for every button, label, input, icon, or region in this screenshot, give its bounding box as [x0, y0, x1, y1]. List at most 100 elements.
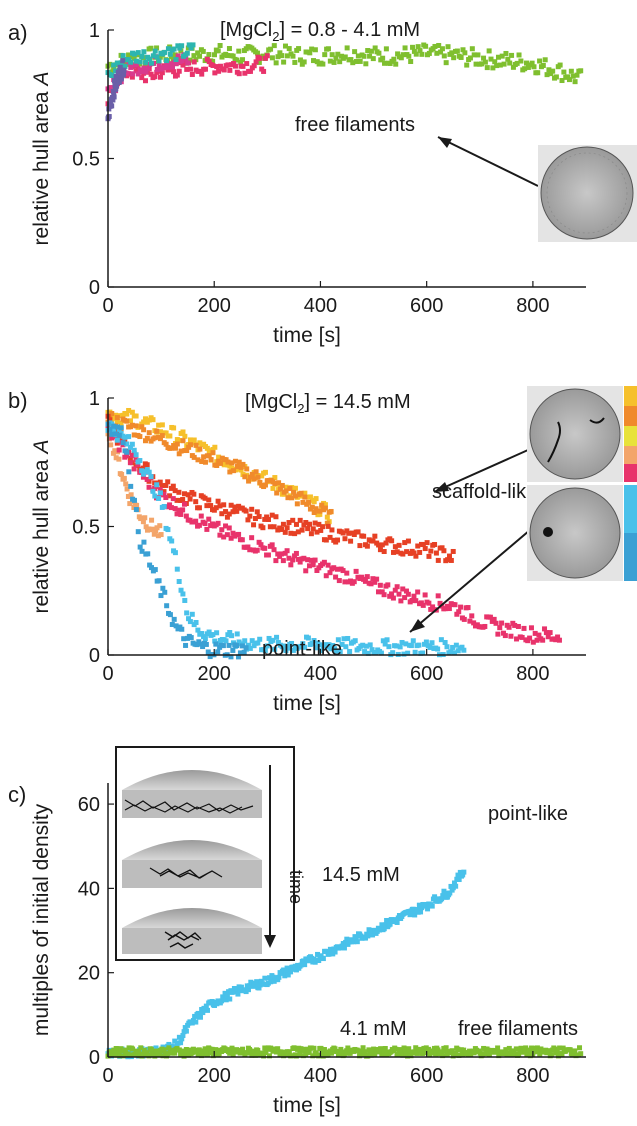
data-point-b-orange [195, 457, 201, 463]
legend-swatch-pink [624, 464, 637, 482]
data-point-b-pink [282, 550, 288, 556]
data-point-c-green [229, 1045, 235, 1051]
data-point-a-green [419, 51, 425, 57]
data-point-b-red [441, 548, 447, 554]
data-point-b-pink [502, 633, 508, 639]
data-point-b-yellow [142, 416, 148, 422]
data-point-a-green [131, 55, 137, 61]
x-tick-label: 800 [516, 663, 549, 685]
data-point-a-green [210, 58, 216, 64]
data-point-b-light_blue [397, 644, 403, 650]
data-point-a-green [411, 48, 417, 54]
data-point-b-light_blue [360, 642, 366, 648]
data-point-b-pink [333, 574, 339, 580]
data-point-b-light_blue [365, 650, 371, 656]
data-point-b-light_blue [129, 441, 135, 447]
data-point-b-mid_blue [243, 645, 249, 651]
data-point-a-magenta [179, 58, 185, 64]
data-point-b-red [114, 440, 120, 446]
data-point-b-pink [375, 589, 381, 595]
data-point-c-green [522, 1048, 528, 1054]
data-point-a-green [499, 53, 505, 59]
data-point-a-green [438, 49, 444, 55]
data-point-c-light_blue [282, 973, 288, 979]
data-point-c-green [202, 1046, 208, 1052]
data-point-a-teal [141, 49, 147, 55]
data-point-c-light_blue [370, 932, 376, 938]
data-point-c-green [443, 1045, 449, 1051]
data-point-a-green [503, 50, 509, 56]
data-point-c-light_blue [351, 939, 357, 945]
data-point-b-yellow [157, 429, 163, 435]
data-point-b-light_blue [178, 587, 184, 593]
data-point-c-green [203, 1049, 209, 1055]
data-point-a-pink [197, 68, 203, 74]
data-point-a-teal [164, 58, 170, 64]
data-point-c-light_blue [305, 958, 311, 964]
data-point-b-light_blue [403, 641, 409, 647]
data-point-c-light_blue [432, 894, 438, 900]
data-point-b-orange [141, 427, 147, 433]
data-point-b-pink [351, 579, 357, 585]
data-point-b-orange [109, 411, 115, 417]
data-point-b-light_blue [272, 646, 278, 652]
data-point-b-orange [184, 448, 190, 454]
data-point-b-light_blue [401, 651, 407, 657]
data-point-c-light_blue [209, 998, 215, 1004]
data-point-a-green [479, 61, 485, 67]
data-point-b-light_blue [390, 650, 396, 656]
data-point-b-mid_blue [135, 529, 141, 535]
data-point-c-light_blue [256, 985, 262, 991]
data-point-b-red [404, 549, 410, 555]
data-point-b-light_blue [305, 635, 311, 641]
data-point-a-green [269, 55, 275, 61]
data-point-c-light_blue [227, 996, 233, 1002]
data-point-b-mid_blue [183, 642, 189, 648]
data-point-b-red [260, 525, 266, 531]
data-point-c-light_blue [455, 872, 461, 878]
data-point-b-red [323, 537, 329, 543]
data-point-b-yellow [111, 415, 117, 421]
data-point-b-pink [491, 616, 497, 622]
data-point-b-pink [403, 588, 409, 594]
data-point-a-pink [217, 63, 223, 69]
data-point-a-teal [184, 50, 190, 56]
data-point-b-red [383, 540, 389, 546]
data-point-b-mid_blue [126, 469, 132, 475]
data-point-a-green [307, 50, 313, 56]
data-point-a-green [350, 60, 356, 66]
data-point-b-light_blue [335, 637, 341, 643]
data-point-b-orange [114, 415, 120, 421]
y-axis-label: relative hull area A [30, 72, 53, 246]
data-point-a-magenta [141, 65, 147, 71]
data-point-b-light_blue [227, 630, 233, 636]
data-point-b-red [213, 505, 219, 511]
data-point-b-orange [225, 459, 231, 465]
data-point-a-green [256, 59, 262, 65]
data-point-b-pink [379, 589, 385, 595]
data-point-c-green [176, 1047, 182, 1053]
data-point-b-red [424, 540, 430, 546]
data-point-b-light_blue [444, 644, 450, 650]
data-point-a-magenta [128, 64, 134, 70]
data-point-b-red [245, 517, 251, 523]
data-point-c-green [318, 1045, 324, 1051]
data-point-c-light_blue [394, 919, 400, 925]
data-point-c-green [266, 1053, 272, 1059]
data-point-c-light_blue [327, 946, 333, 952]
data-point-b-orange [131, 432, 137, 438]
data-point-b-pink [236, 531, 242, 537]
data-point-b-red [284, 525, 290, 531]
data-point-c-light_blue [384, 917, 390, 923]
data-point-b-pink [278, 551, 284, 557]
data-point-c-light_blue [298, 962, 304, 968]
data-point-c-light_blue [315, 951, 321, 957]
data-point-c-light_blue [456, 877, 462, 883]
data-point-b-light_blue [195, 627, 201, 633]
data-point-b-orange [174, 441, 180, 447]
data-point-b-pink [176, 507, 182, 513]
data-point-b-red [299, 527, 305, 533]
data-point-c-green [341, 1052, 347, 1058]
data-point-c-green [513, 1046, 519, 1052]
data-point-b-light_blue [137, 458, 143, 464]
